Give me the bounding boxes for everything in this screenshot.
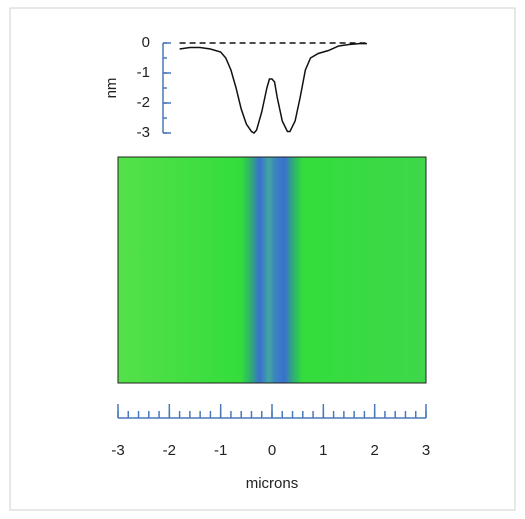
y-tick-label: -3 xyxy=(137,124,150,141)
y-tick-label: -2 xyxy=(137,94,150,111)
x-tick-label: 2 xyxy=(370,442,378,459)
y-tick-label: 0 xyxy=(142,34,150,51)
x-tick-label: 0 xyxy=(268,442,276,459)
y-tick-label: -1 xyxy=(137,64,150,81)
y-axis-label: nm xyxy=(103,78,120,99)
height-map xyxy=(117,156,427,384)
profile-line xyxy=(179,42,367,134)
x-tick-label: -3 xyxy=(111,442,124,459)
x-tick-label: 3 xyxy=(422,442,430,459)
x-axis-label: microns xyxy=(246,475,299,492)
x-tick-label: -1 xyxy=(214,442,227,459)
x-tick-label: -2 xyxy=(163,442,176,459)
x-tick-label: 1 xyxy=(319,442,327,459)
